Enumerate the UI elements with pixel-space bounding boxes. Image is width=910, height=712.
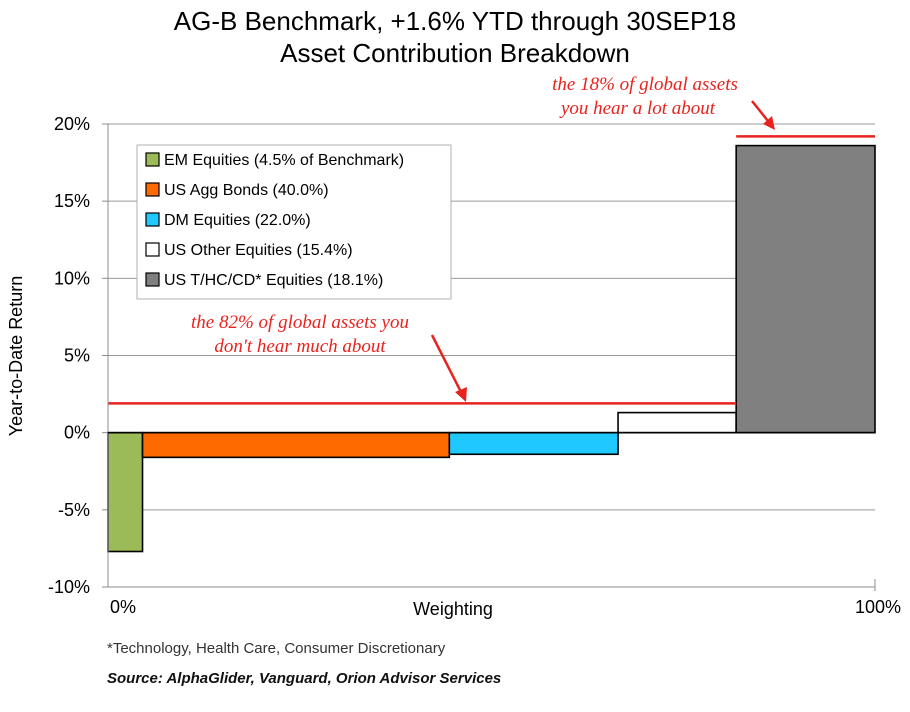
annotation-82pct-arrow [430, 334, 464, 395]
y-tick-label: -10% [48, 577, 90, 597]
legend-swatch-1 [145, 152, 160, 167]
legend-swatch-5 [145, 272, 160, 287]
annotation-18pct-arrowhead [763, 116, 775, 130]
y-tick-label: -5% [58, 500, 90, 520]
legend-swatch-4 [145, 242, 160, 257]
y-tick-labels: -10% -5% 0% 5% 10% 15% 20% [48, 114, 90, 597]
bars [107, 144, 876, 553]
legend-swatch-3 [145, 212, 160, 227]
bar-1 [107, 431, 144, 553]
bar-2 [141, 431, 451, 459]
x-tick-label-100: 100% [855, 597, 901, 617]
bar-5 [735, 144, 876, 434]
annotation-18pct: the 18% of global assets you hear a lot … [552, 74, 775, 130]
annotation-82pct-line-2: don't hear much about [214, 336, 386, 357]
y-axis-label: Year-to-Date Return [6, 276, 26, 436]
legend-label-3: DM Equities (22.0%) [164, 212, 311, 229]
source-note: Source: AlphaGlider, Vanguard, Orion Adv… [107, 670, 502, 687]
y-tick-label: 20% [54, 114, 90, 134]
legend-swatch-2 [145, 182, 160, 197]
y-tick-label: 0% [64, 423, 90, 443]
annotation-82pct: the 82% of global assets you don't hear … [191, 312, 467, 402]
annotation-18pct-line-2: you hear a lot about [559, 98, 716, 119]
legend-label-5: US T/HC/CD* Equities (18.1%) [164, 272, 383, 289]
chart-title-line-1: AG-B Benchmark, +1.6% YTD through 30SEP1… [174, 6, 736, 36]
annotation-82pct-line-1: the 82% of global assets you [191, 312, 409, 333]
legend-box [136, 144, 452, 300]
y-tick-label: 15% [54, 191, 90, 211]
bar-4 [617, 411, 737, 434]
axes [107, 124, 876, 591]
chart-canvas: AG-B Benchmark, +1.6% YTD through 30SEP1… [6, 6, 901, 619]
x-tick-label-0: 0% [110, 597, 136, 617]
annotation-82pct-arrowhead [455, 387, 467, 402]
annotation-18pct-line-1: the 18% of global assets [552, 74, 738, 95]
legend: EM Equities (4.5% of Benchmark) US Agg Bo… [136, 144, 452, 300]
legend-label-2: US Agg Bonds (40.0%) [164, 182, 329, 199]
legend-label-4: US Other Equities (15.4%) [164, 242, 353, 259]
annotation-18pct-arrow [751, 100, 769, 122]
y-tick-label: 5% [64, 346, 90, 366]
chart-title-line-2: Asset Contribution Breakdown [280, 38, 630, 68]
reference-lines [108, 135, 875, 405]
footnote: *Technology, Health Care, Consumer Discr… [107, 640, 446, 657]
bar-3 [448, 431, 619, 456]
legend-label-1: EM Equities (4.5% of Benchmark) [164, 152, 404, 169]
x-axis-label: Weighting [413, 599, 493, 619]
y-tick-label: 10% [54, 268, 90, 288]
